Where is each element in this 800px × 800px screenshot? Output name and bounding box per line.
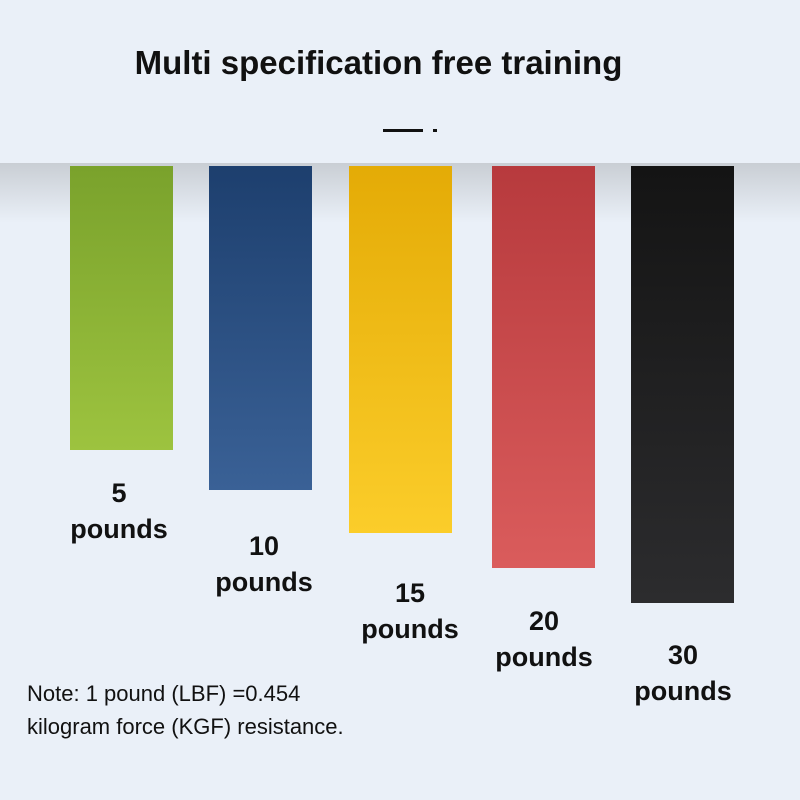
band-label: 30 pounds — [603, 637, 763, 709]
weight: 15 — [394, 578, 426, 608]
band-blue — [209, 166, 312, 490]
unit: pounds — [70, 514, 168, 544]
note: Note: 1 pound (LBF) =0.454 kilogram force… — [27, 677, 344, 743]
band-black — [631, 166, 734, 603]
unit: pounds — [361, 614, 459, 644]
unit: pounds — [215, 567, 313, 597]
decoration — [433, 129, 437, 132]
band-label: 10 pounds — [184, 528, 344, 600]
unit: pounds — [634, 676, 732, 706]
band-green — [70, 166, 173, 450]
decoration — [383, 129, 423, 132]
note-line: kilogram force (KGF) resistance. — [27, 714, 344, 739]
band-label: 15 pounds — [330, 575, 490, 647]
weight: 10 — [248, 531, 280, 561]
weight: 5 — [111, 478, 127, 508]
band-red — [492, 166, 595, 568]
band-yellow — [349, 166, 452, 533]
weight: 20 — [528, 606, 560, 636]
band-label: 5 pounds — [39, 475, 199, 547]
note-line: Note: 1 pound (LBF) =0.454 — [27, 681, 301, 706]
unit: pounds — [495, 642, 593, 672]
band-label: 20 pounds — [464, 603, 624, 675]
weight: 30 — [667, 640, 699, 670]
title: Multi specification free training — [134, 44, 623, 81]
